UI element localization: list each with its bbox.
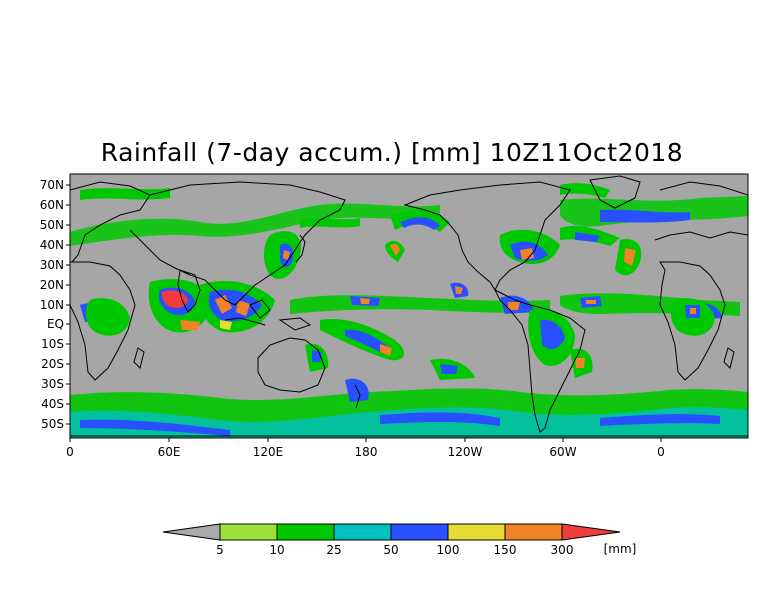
lat-tick-label: EQ (47, 317, 64, 331)
colorbar-label: 300 (551, 543, 574, 557)
colorbar-segment (447, 523, 506, 541)
lon-tick-label: 60W (549, 445, 576, 459)
colorbar-low-arrow (162, 523, 221, 541)
colorbar-segment (333, 523, 392, 541)
latitude-axis: 70N 60N 50N 40N 30N 20N 10N EQ 10S 20S 3… (40, 178, 64, 431)
lat-tick-label: 40N (40, 238, 64, 252)
lat-tick-label: 30N (40, 258, 64, 272)
latitude-ticks (66, 184, 70, 425)
colorbar-label: 5 (216, 543, 224, 557)
longitude-ticks (69, 438, 662, 442)
map-title: Rainfall (7-day accum.) [mm] 10Z11Oct201… (100, 138, 684, 167)
lon-tick-label: 180 (355, 445, 378, 459)
lat-tick-label: 40S (41, 397, 64, 411)
lat-tick-label: 50S (41, 417, 64, 431)
lon-tick-label: 120W (448, 445, 483, 459)
colorbar-unit: [mm] (604, 542, 637, 556)
map-frame (69, 173, 749, 439)
coastlines (70, 175, 748, 437)
lat-tick-label: 20N (40, 278, 64, 292)
colorbar-segment (219, 523, 278, 541)
lat-tick-label: 60N (40, 198, 64, 212)
colorbar-segment (504, 523, 563, 541)
colorbar-label: 10 (269, 543, 284, 557)
lat-tick-label: 10N (40, 298, 64, 312)
lat-tick-label: 20S (41, 357, 64, 371)
longitude-axis: 0 60E 120E 180 120W 60W 0 (66, 445, 665, 459)
colorbar-labels: 5 10 25 50 100 150 300 [mm] (216, 542, 636, 557)
colorbar (162, 523, 621, 541)
lon-tick-label: 120E (253, 445, 284, 459)
colorbar-label: 50 (383, 543, 398, 557)
lon-tick-label: 60E (158, 445, 181, 459)
lat-tick-label: 10S (41, 337, 64, 351)
colorbar-high-arrow (561, 523, 621, 541)
colorbar-label: 25 (326, 543, 341, 557)
colorbar-label: 150 (494, 543, 517, 557)
lon-tick-label: 0 (66, 445, 74, 459)
colorbar-label: 100 (437, 543, 460, 557)
colorbar-segment (276, 523, 335, 541)
precipitation-field (70, 183, 748, 438)
colorbar-segment (390, 523, 449, 541)
lat-tick-label: 70N (40, 178, 64, 192)
lat-tick-label: 30S (41, 377, 64, 391)
lon-tick-label: 0 (657, 445, 665, 459)
lat-tick-label: 50N (40, 218, 64, 232)
